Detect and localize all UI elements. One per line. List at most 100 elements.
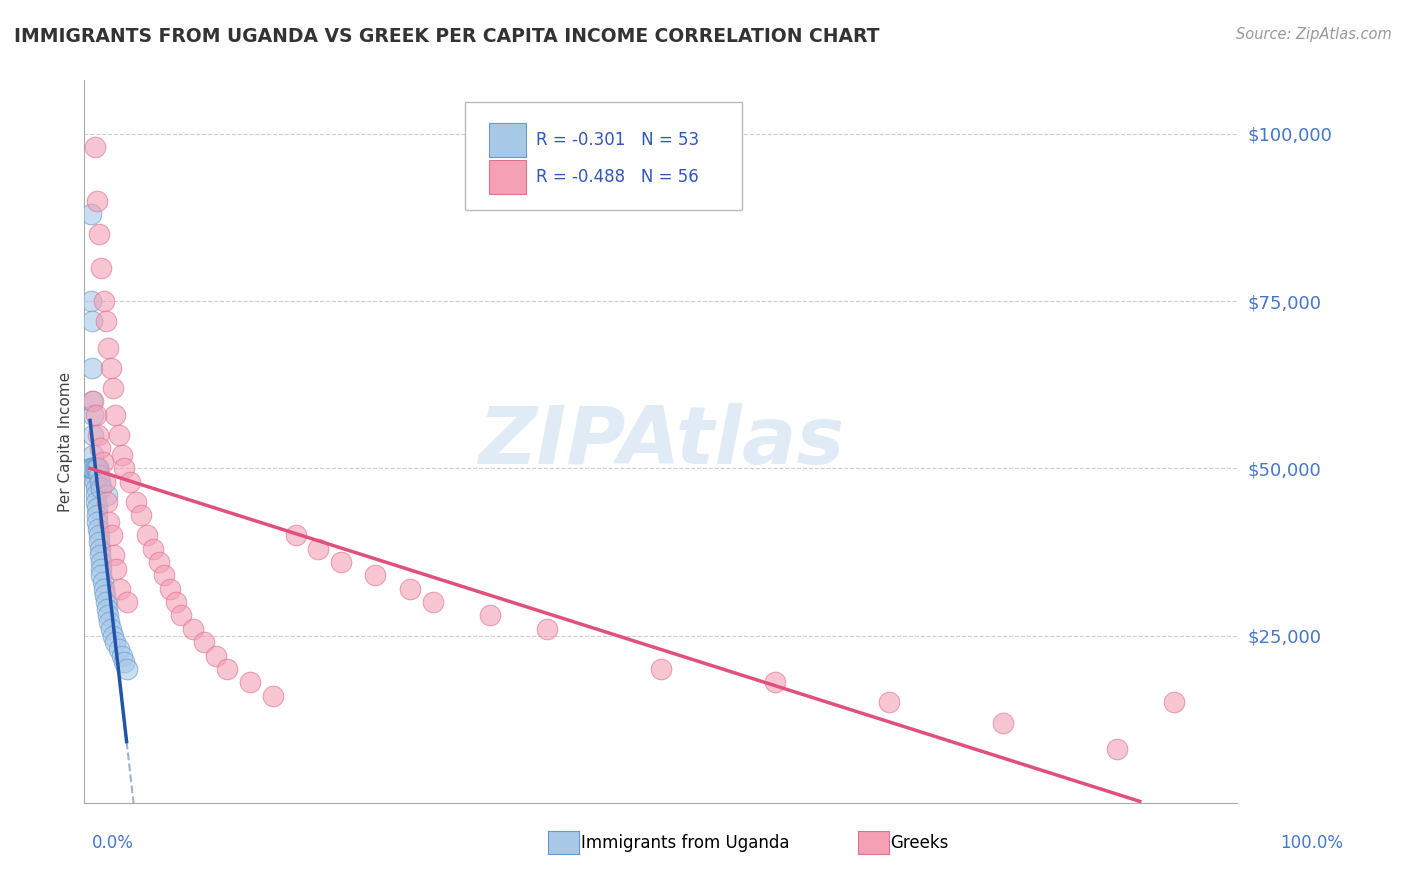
Point xyxy=(83,467,105,482)
Point xyxy=(398,582,420,596)
Point xyxy=(193,635,215,649)
Y-axis label: Per Capita Income: Per Capita Income xyxy=(58,371,73,512)
Text: Immigrants from Uganda: Immigrants from Uganda xyxy=(581,834,789,852)
Point xyxy=(84,461,107,475)
Point xyxy=(100,528,122,542)
Text: Source: ZipAtlas.com: Source: ZipAtlas.com xyxy=(1236,27,1392,42)
Point xyxy=(104,408,127,422)
Text: R = -0.488   N = 56: R = -0.488 N = 56 xyxy=(536,168,699,186)
Point xyxy=(89,534,111,549)
Point xyxy=(86,515,108,529)
Point xyxy=(82,461,104,475)
Point xyxy=(83,461,105,475)
Point xyxy=(165,595,187,609)
Point xyxy=(100,361,122,376)
Point xyxy=(82,427,104,442)
Text: 100.0%: 100.0% xyxy=(1279,834,1343,852)
Point xyxy=(90,562,112,576)
Point xyxy=(89,467,111,482)
Point xyxy=(91,575,114,590)
Point xyxy=(82,448,104,462)
Point xyxy=(86,194,108,208)
Text: 0.0%: 0.0% xyxy=(91,834,134,852)
Point xyxy=(107,642,129,657)
Point xyxy=(131,508,153,523)
Point xyxy=(82,394,104,409)
Point xyxy=(89,441,111,455)
Point xyxy=(80,293,103,308)
Point xyxy=(96,602,118,616)
Point xyxy=(93,293,115,308)
Point xyxy=(330,555,353,569)
Point xyxy=(94,475,117,489)
Point xyxy=(153,568,176,582)
Point xyxy=(100,622,122,636)
Point xyxy=(90,482,112,496)
Point xyxy=(82,394,104,409)
Point xyxy=(84,488,107,502)
Point xyxy=(136,528,159,542)
Point xyxy=(96,488,118,502)
Point xyxy=(108,582,131,596)
Point xyxy=(86,508,108,523)
Point xyxy=(91,454,114,469)
Point xyxy=(877,696,900,710)
Point xyxy=(103,548,125,563)
Point xyxy=(89,475,111,489)
FancyBboxPatch shape xyxy=(489,123,526,157)
Point xyxy=(83,475,105,489)
Point xyxy=(90,260,112,275)
Point xyxy=(142,541,165,556)
Point xyxy=(87,461,110,475)
Point xyxy=(80,461,103,475)
Point xyxy=(262,689,284,703)
Point xyxy=(84,482,107,496)
Point xyxy=(90,555,112,569)
Point xyxy=(87,461,110,475)
Point xyxy=(98,615,121,630)
Point xyxy=(83,140,105,154)
Point xyxy=(84,494,107,508)
Point xyxy=(86,461,108,475)
Point xyxy=(89,541,111,556)
Point xyxy=(105,562,128,576)
Point xyxy=(96,494,118,508)
Text: IMMIGRANTS FROM UGANDA VS GREEK PER CAPITA INCOME CORRELATION CHART: IMMIGRANTS FROM UGANDA VS GREEK PER CAPI… xyxy=(14,27,880,45)
Point xyxy=(94,589,117,603)
Text: R = -0.301   N = 53: R = -0.301 N = 53 xyxy=(536,130,699,149)
Point xyxy=(89,548,111,563)
Point xyxy=(284,528,307,542)
Point xyxy=(87,521,110,535)
Point xyxy=(82,408,104,422)
Point xyxy=(181,622,204,636)
Point xyxy=(239,675,262,690)
Point xyxy=(80,461,103,475)
Point xyxy=(170,608,193,623)
Point xyxy=(94,595,117,609)
Point xyxy=(763,675,786,690)
Point xyxy=(993,715,1015,730)
Point xyxy=(83,461,105,475)
Point xyxy=(478,608,501,623)
Point xyxy=(118,475,141,489)
Point xyxy=(104,635,127,649)
Point xyxy=(422,595,444,609)
FancyBboxPatch shape xyxy=(489,161,526,194)
Point xyxy=(107,427,129,442)
Point xyxy=(97,341,120,355)
Point xyxy=(82,314,104,328)
Point xyxy=(215,662,238,676)
Point xyxy=(1107,742,1129,756)
Point xyxy=(84,408,107,422)
Point xyxy=(115,595,138,609)
Point xyxy=(89,227,111,241)
Point xyxy=(94,314,117,328)
Point xyxy=(364,568,387,582)
Point xyxy=(112,461,135,475)
Point xyxy=(86,501,108,516)
Point xyxy=(98,515,121,529)
Point xyxy=(80,207,103,221)
Point xyxy=(115,662,138,676)
Point xyxy=(148,555,170,569)
Point xyxy=(82,461,104,475)
